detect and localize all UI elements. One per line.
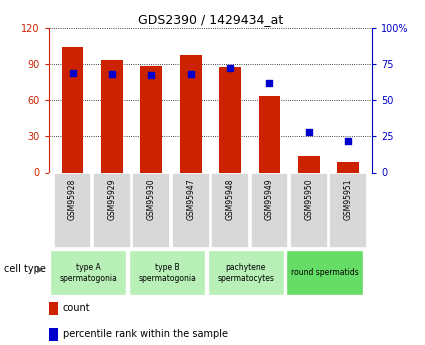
Point [345, 138, 351, 144]
Bar [219, 68, 241, 172]
Bar [49, 328, 58, 341]
Bar [93, 173, 131, 248]
Text: GSM95951: GSM95951 [344, 179, 353, 220]
Bar [50, 250, 127, 295]
Text: type A
spermatogonia: type A spermatogonia [60, 263, 117, 283]
Bar [337, 161, 359, 172]
Bar [259, 96, 280, 172]
Bar [290, 173, 328, 248]
Text: cell type: cell type [4, 264, 46, 274]
Bar [298, 156, 320, 172]
Text: GSM95930: GSM95930 [147, 179, 156, 220]
Bar [140, 66, 162, 172]
Text: GSM95949: GSM95949 [265, 179, 274, 220]
Point [306, 129, 312, 135]
Text: GSM95950: GSM95950 [304, 179, 313, 220]
Point [148, 73, 155, 78]
Bar [132, 173, 170, 248]
Text: type B
spermatogonia: type B spermatogonia [138, 263, 196, 283]
Text: count: count [63, 303, 91, 313]
Bar [54, 173, 91, 248]
Bar [211, 173, 249, 248]
Point [108, 71, 115, 77]
Bar [101, 60, 123, 172]
Text: GSM95948: GSM95948 [226, 179, 235, 220]
Bar [329, 173, 367, 248]
Point [227, 66, 233, 71]
Bar [180, 55, 201, 172]
Text: ▶: ▶ [37, 265, 43, 274]
Bar [172, 173, 210, 248]
Point [187, 71, 194, 77]
Text: GSM95929: GSM95929 [108, 179, 116, 220]
Bar [129, 250, 205, 295]
Bar [208, 250, 284, 295]
Text: GSM95947: GSM95947 [186, 179, 195, 220]
Point [266, 80, 273, 86]
Bar [251, 173, 289, 248]
Text: round spermatids: round spermatids [291, 268, 358, 277]
Bar [286, 250, 363, 295]
Bar [49, 302, 58, 315]
Text: GSM95928: GSM95928 [68, 179, 77, 220]
Title: GDS2390 / 1429434_at: GDS2390 / 1429434_at [138, 13, 283, 27]
Text: pachytene
spermatocytes: pachytene spermatocytes [218, 263, 274, 283]
Point [69, 70, 76, 75]
Bar [62, 47, 83, 172]
Text: percentile rank within the sample: percentile rank within the sample [63, 329, 228, 339]
